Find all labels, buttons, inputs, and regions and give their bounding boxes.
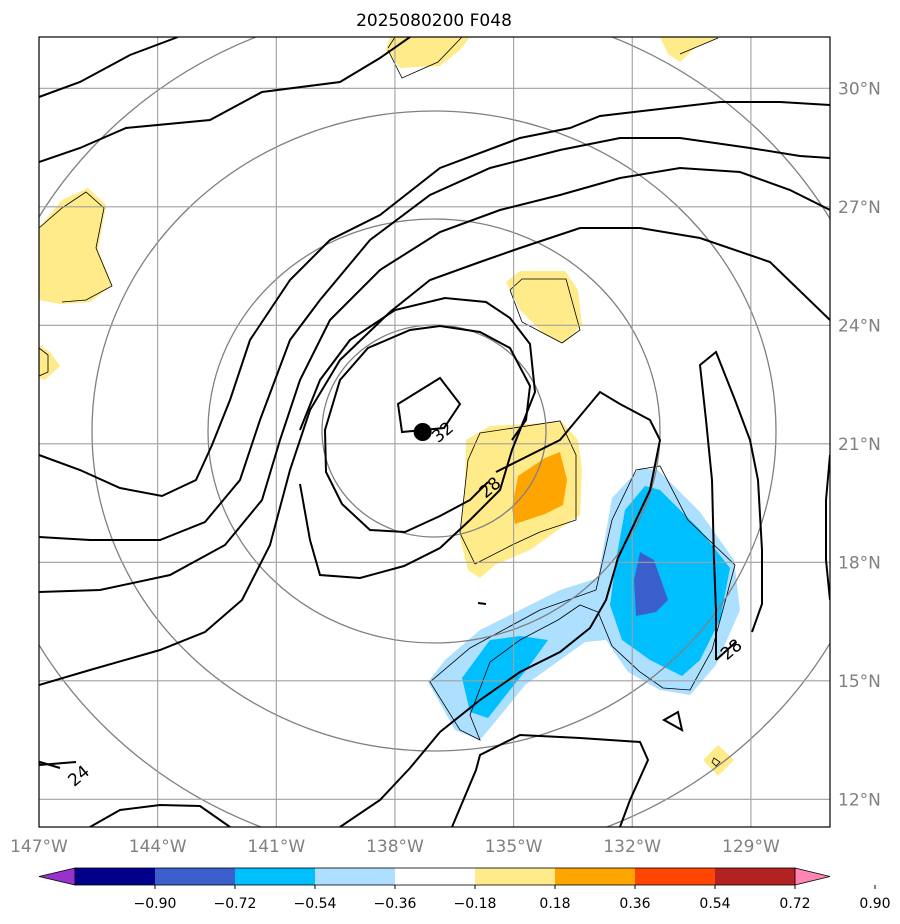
field-contour	[339, 390, 662, 827]
colorbar-ticks: −0.90 −0.72 −0.54 −0.36 −0.18 0.18 0.36 0.54 0.7…	[134, 885, 891, 912]
colorbar-frame	[74, 867, 796, 886]
shade-negative-mid	[610, 486, 730, 676]
colorbar-tick-label: 0.36	[619, 896, 650, 912]
field-contour	[299, 296, 537, 580]
shade-outlines	[39, 37, 736, 767]
y-tick-label: 21°N	[838, 435, 881, 455]
shade-outline	[39, 347, 49, 377]
y-tick-label: 12°N	[838, 790, 881, 810]
colorbar-tick-label: 0.54	[699, 896, 730, 912]
colorbar-extend-low	[38, 867, 76, 886]
colorbar-segment	[75, 868, 156, 885]
y-tick-label: 18°N	[838, 553, 881, 573]
x-tick-label: 135°W	[485, 837, 543, 857]
map-frame	[38, 36, 831, 828]
field-contour	[39, 101, 830, 498]
field-contour	[396, 376, 462, 434]
field-contour	[661, 710, 684, 732]
range-ring	[207, 218, 661, 644]
shade-positive-light	[39, 188, 112, 304]
range-ring	[91, 110, 777, 752]
colorbar-tick-label: −0.36	[374, 896, 417, 912]
shade-positive-light	[386, 37, 470, 68]
x-tick-label: 141°W	[247, 837, 305, 857]
colorbar-tick-label: −0.72	[214, 896, 257, 912]
y-tick-label: 24°N	[838, 316, 881, 336]
colorbar-segment	[635, 868, 716, 885]
colorbar-tick-label: −0.54	[294, 896, 337, 912]
colorbar-tick-label: −0.90	[134, 896, 177, 912]
colorbar	[38, 867, 831, 886]
colorbar-segment	[555, 868, 636, 885]
y-tick-labels: 30°N 27°N 24°N 21°N 18°N 15°N 12°N	[838, 79, 881, 810]
x-tick-label: 138°W	[366, 837, 424, 857]
colorbar-tick-label: 0.72	[779, 896, 810, 912]
colorbar-segment	[155, 868, 236, 885]
range-rings	[39, 37, 830, 827]
colorbar-tick-label: −0.18	[454, 896, 497, 912]
shade-outline	[459, 420, 577, 565]
colorbar-segment	[235, 868, 316, 885]
field-contours	[39, 37, 830, 827]
shade-positive-light	[703, 745, 734, 776]
y-tick-label: 30°N	[838, 79, 881, 99]
shade-outline	[39, 191, 113, 303]
chart-title: 2025080200 F048	[356, 11, 512, 31]
colorbar-segment	[315, 868, 396, 885]
field-contour	[39, 227, 830, 686]
colorbar-segment	[715, 868, 796, 885]
colorbar-segment	[395, 868, 476, 885]
colorbar-tick-label: 0.90	[859, 896, 890, 912]
shade-outline	[429, 465, 736, 741]
shade-outline	[509, 278, 581, 344]
x-tick-labels: 147°W 144°W 141°W 138°W 135°W 132°W 129°W	[10, 837, 780, 857]
shade-outline	[679, 37, 719, 55]
x-tick-label: 147°W	[10, 837, 68, 857]
field-contour	[451, 733, 650, 827]
y-tick-label: 27°N	[838, 198, 881, 218]
field-contour	[39, 137, 830, 541]
shade-outline	[711, 757, 721, 767]
x-tick-label: 129°W	[722, 837, 780, 857]
field-contour	[89, 803, 231, 827]
colorbar-tick-label: 0.18	[539, 896, 570, 912]
shade-negative-strong	[634, 552, 668, 616]
shade-positive-mid	[512, 452, 567, 524]
shade-positive-light	[39, 345, 60, 380]
field-contour	[477, 602, 487, 605]
x-tick-label: 132°W	[603, 837, 661, 857]
y-tick-label: 15°N	[838, 672, 881, 692]
field-contour	[698, 350, 763, 661]
field-contour	[39, 166, 830, 593]
storm-center-marker	[413, 423, 432, 441]
gridlines	[39, 37, 830, 827]
field-contour	[825, 454, 830, 601]
field-contour	[323, 324, 532, 534]
colorbar-segment	[475, 868, 556, 885]
colorbar-extend-high	[794, 867, 831, 886]
field-contour	[39, 37, 179, 98]
x-tick-label: 144°W	[129, 837, 187, 857]
field-contour	[39, 37, 411, 163]
